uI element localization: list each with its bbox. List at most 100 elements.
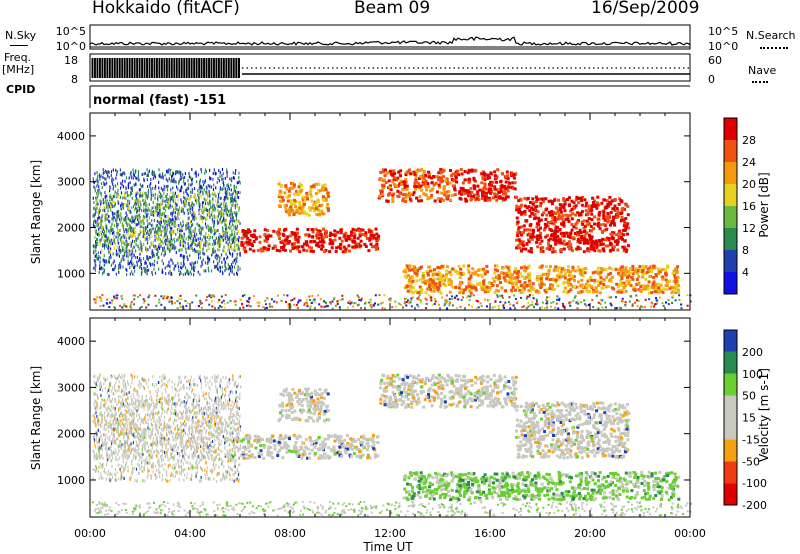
- echo-cell: [420, 199, 424, 203]
- echo-cell: [148, 188, 150, 192]
- echo-cell: [430, 181, 434, 185]
- echo-cell: [676, 276, 680, 280]
- echo-cell: [172, 186, 174, 190]
- echo-cell: [169, 199, 171, 203]
- echo-cell: [415, 274, 419, 278]
- echo-cell: [208, 242, 210, 246]
- ground-scatter-cell: [234, 303, 237, 306]
- echo-cell: [161, 259, 163, 263]
- echo-cell: [438, 281, 442, 285]
- echo-cell: [96, 196, 98, 200]
- ground-scatter-cell: [241, 302, 244, 305]
- echo-cell: [511, 282, 515, 286]
- echo-cell: [224, 220, 226, 224]
- echo-cell: [108, 250, 110, 254]
- echo-cell: [122, 246, 124, 250]
- echo-cell: [523, 212, 527, 216]
- echo-cell: [584, 282, 588, 286]
- echo-cell: [674, 289, 678, 293]
- echo-cell: [563, 280, 567, 284]
- echo-cell: [215, 264, 217, 268]
- echo-cell: [217, 192, 219, 196]
- echo-cell: [655, 274, 658, 278]
- echo-cell: [170, 168, 172, 172]
- echo-cell: [389, 172, 393, 176]
- echo-cell: [442, 185, 446, 188]
- echo-cell: [112, 182, 114, 186]
- echo-cell: [662, 287, 666, 291]
- echo-cell: [622, 224, 626, 228]
- echo-cell: [551, 200, 555, 204]
- echo-cell: [182, 223, 184, 227]
- echo-cell: [159, 210, 161, 214]
- ground-scatter-cell: [137, 295, 139, 298]
- echo-cell: [222, 212, 224, 216]
- echo-cell: [531, 229, 535, 233]
- echo-cell: [225, 207, 227, 211]
- echo-cell: [581, 267, 585, 271]
- echo-cell: [132, 205, 135, 209]
- echo-cell: [243, 235, 247, 239]
- echo-cell: [308, 208, 312, 212]
- echo-cell: [195, 174, 197, 178]
- echo-cell: [641, 284, 645, 288]
- echo-cell: [307, 245, 311, 249]
- echo-cell: [109, 185, 111, 189]
- echo-cell: [571, 236, 575, 240]
- echo-cell: [589, 247, 593, 251]
- echo-cell: [106, 239, 108, 243]
- echo-cell: [177, 265, 180, 269]
- echo-cell: [624, 266, 628, 270]
- echo-cell: [553, 233, 557, 237]
- echo-cell: [248, 247, 252, 251]
- echo-cell: [182, 207, 184, 211]
- echo-cell: [239, 251, 241, 255]
- echo-cell: [310, 246, 313, 250]
- echo-cell: [165, 220, 167, 223]
- echo-cell: [548, 287, 552, 290]
- ground-scatter-cell: [116, 297, 119, 300]
- echo-cell: [524, 247, 528, 251]
- echo-cell: [560, 234, 564, 238]
- echo-cell: [205, 269, 207, 273]
- ground-scatter-cell: [521, 306, 524, 309]
- echo-cell: [165, 185, 167, 189]
- echo-cell: [187, 242, 189, 245]
- echo-cell: [243, 241, 247, 245]
- echo-cell: [127, 199, 129, 203]
- echo-cell: [286, 235, 290, 239]
- echo-cell: [340, 239, 344, 243]
- echo-cell: [514, 279, 518, 283]
- ground-scatter-cell: [264, 303, 267, 306]
- echo-cell: [552, 222, 556, 226]
- echo-cell: [247, 228, 250, 232]
- ground-scatter-cell: [368, 301, 371, 304]
- echo-cell: [125, 267, 127, 271]
- ground-scatter-cell: [552, 301, 555, 304]
- echo-cell: [266, 229, 270, 233]
- echo-cell: [415, 279, 419, 283]
- ground-scatter-cell: [309, 305, 312, 308]
- echo-cell: [143, 199, 145, 203]
- echo-cell: [101, 195, 103, 199]
- ground-scatter-cell: [165, 297, 168, 300]
- echo-cell: [104, 239, 106, 243]
- echo-cell: [517, 199, 521, 203]
- echo-cell: [369, 234, 373, 238]
- echo-cell: [480, 172, 484, 176]
- ground-scatter-cell: [211, 294, 214, 297]
- echo-cell: [236, 181, 238, 185]
- echo-cell: [613, 209, 617, 212]
- echo-cell: [383, 178, 386, 182]
- echo-cell: [296, 231, 300, 235]
- echo-cell: [404, 196, 408, 200]
- echo-cell: [574, 269, 578, 273]
- echo-cell: [595, 243, 599, 247]
- ground-scatter-cell: [678, 294, 681, 297]
- echo-cell: [197, 253, 200, 256]
- echo-cell: [126, 245, 128, 249]
- echo-cell: [210, 200, 212, 204]
- ground-scatter-cell: [147, 303, 150, 306]
- echo-cell: [118, 214, 120, 218]
- echo-cell: [175, 251, 177, 255]
